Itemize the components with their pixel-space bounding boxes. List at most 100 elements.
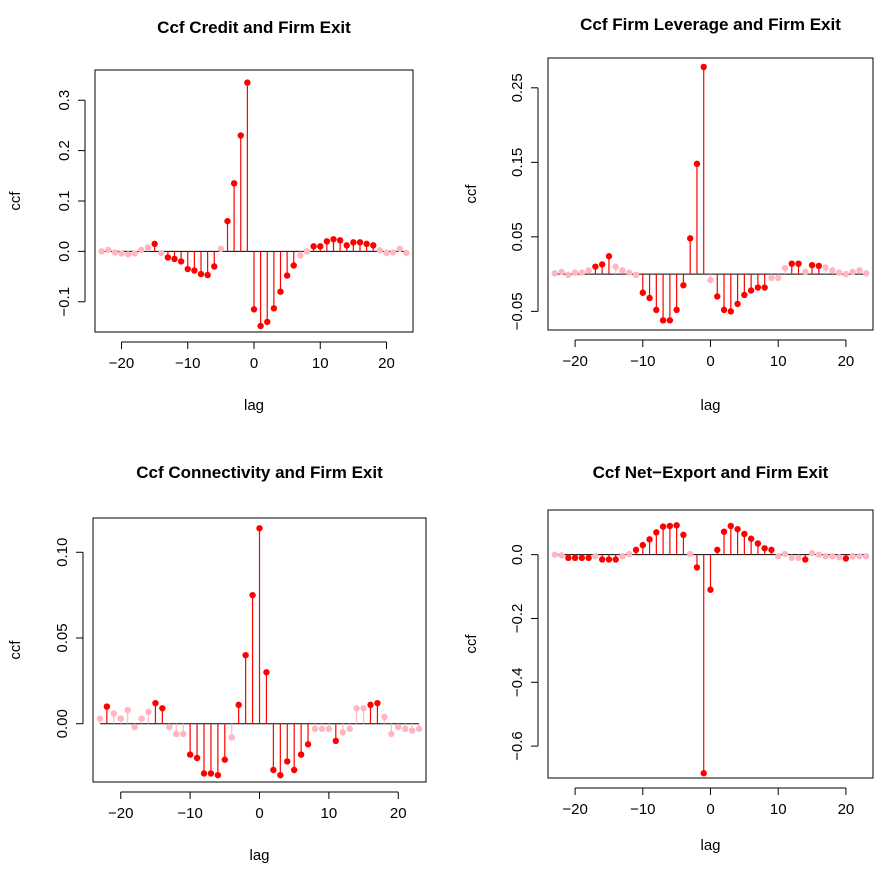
ccf-point <box>856 267 863 274</box>
plot-frame <box>92 517 427 783</box>
ccf-point <box>415 725 423 733</box>
ccf-point <box>200 770 208 777</box>
ccf-point <box>297 252 304 259</box>
ccf-point <box>714 546 721 554</box>
x-tick-label: −20 <box>562 801 587 818</box>
ccf-point <box>747 535 755 542</box>
y-tick-label: 0.25 <box>509 73 526 102</box>
ccf-point <box>283 272 291 279</box>
ccf-point <box>284 758 291 765</box>
ccf-point <box>754 284 762 291</box>
ccf-point <box>204 271 211 279</box>
ccf-point <box>727 522 735 530</box>
ccf-point <box>856 553 863 560</box>
ccf-point <box>680 531 687 539</box>
ccf-point <box>343 242 350 249</box>
ccf-point <box>277 771 284 779</box>
ccf-point <box>598 556 606 563</box>
ccf-point <box>842 270 850 278</box>
ccf-point <box>565 271 572 279</box>
ccf-point <box>592 263 599 270</box>
ccf-point <box>164 254 172 261</box>
ccf-point <box>768 546 775 554</box>
y-tick-label: 0.2 <box>56 140 73 161</box>
ccf-point <box>356 239 364 246</box>
ccf-point <box>270 305 278 312</box>
ccf-point <box>171 255 178 263</box>
ccf-chart-svg: Ccf Connectivity and Firm Exit −20 −10 0 10 2… <box>7 463 427 864</box>
ccf-point <box>693 564 701 571</box>
ccf-point <box>673 306 680 314</box>
ccf-point <box>193 754 201 762</box>
ccf-point <box>653 306 660 314</box>
ccf-point <box>124 706 131 714</box>
plot-frame <box>547 509 874 779</box>
ccf-point <box>159 705 166 712</box>
ccf-point <box>666 317 674 324</box>
ccf-panel-2: Ccf Firm Leverage and Firm Exit −20 −10 0 10… <box>440 0 887 430</box>
ccf-point <box>653 529 660 536</box>
y-tick-label: 0.1 <box>56 191 73 212</box>
ccf-point <box>802 556 809 563</box>
ccf-point <box>317 243 324 250</box>
ccf-point <box>802 268 809 276</box>
ccf-point <box>360 705 367 712</box>
y-axis-label: ccf <box>7 640 24 660</box>
ccf-point <box>408 727 416 734</box>
ccf-point <box>626 269 633 276</box>
y-tick-label: 0.05 <box>509 222 526 251</box>
ccf-point <box>551 270 558 277</box>
y-tick-label: −0.6 <box>509 731 526 761</box>
x-tick-label: 0 <box>706 353 714 370</box>
ccf-point <box>221 756 229 763</box>
ccf-point <box>370 242 377 249</box>
ccf-point <box>775 274 782 282</box>
ccf-point <box>829 267 836 274</box>
ccf-point <box>376 247 384 254</box>
x-axis-label: lag <box>249 847 269 864</box>
ccf-point <box>558 552 565 559</box>
ccf-point <box>353 705 360 712</box>
ccf-point <box>264 318 271 326</box>
ccf-point <box>795 260 802 267</box>
ccf-point <box>680 282 687 289</box>
ccf-point <box>290 766 298 774</box>
x-tick-label: 10 <box>770 801 787 818</box>
ccf-point <box>714 293 721 300</box>
ccf-point <box>808 261 816 269</box>
ccf-point <box>612 263 619 270</box>
ccf-point <box>158 249 165 257</box>
ccf-point <box>849 268 856 276</box>
ccf-point <box>761 284 768 291</box>
ccf-point <box>124 251 132 258</box>
ccf-point <box>795 554 802 562</box>
ccf-point <box>325 725 333 733</box>
ccf-point <box>330 236 337 243</box>
x-tick-label: −10 <box>177 805 202 822</box>
ccf-point <box>768 274 775 282</box>
ccf-point <box>741 530 748 538</box>
ccf-point <box>734 300 741 308</box>
ccf-point <box>363 240 370 248</box>
y-axis-label: ccf <box>463 634 480 654</box>
chart-title: Ccf Firm Leverage and Firm Exit <box>580 15 841 34</box>
plot-frame <box>94 69 414 333</box>
ccf-point <box>734 525 741 533</box>
ccf-point <box>788 260 795 267</box>
ccf-point <box>332 737 340 745</box>
ccf-point <box>700 63 707 71</box>
ccf-point <box>863 553 870 560</box>
ccf-point <box>228 734 235 741</box>
y-tick-label: −0.1 <box>56 287 73 317</box>
y-tick-label: 0.10 <box>54 538 71 567</box>
ccf-point <box>605 556 613 563</box>
ccf-point <box>303 248 311 255</box>
y-tick-label: 0.0 <box>509 544 526 565</box>
x-tick-label: 10 <box>321 805 338 822</box>
ccf-point <box>571 554 579 562</box>
x-tick-label: 10 <box>312 355 329 372</box>
chart-title: Ccf Net−Export and Firm Exit <box>593 463 829 482</box>
ccf-point <box>249 591 256 599</box>
ccf-point <box>224 217 231 225</box>
